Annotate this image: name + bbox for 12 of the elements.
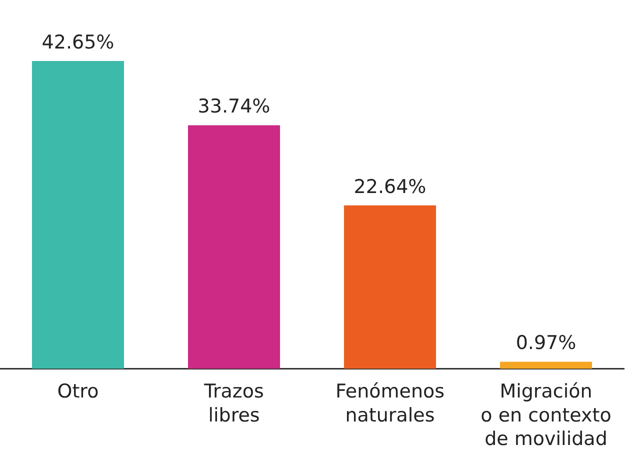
- data-label: 22.64%: [354, 176, 426, 198]
- data-label: 33.74%: [198, 96, 270, 118]
- bar: [344, 205, 436, 369]
- x-tick-label: Migración o en contexto de movilidad: [480, 380, 612, 450]
- data-label: 0.97%: [516, 332, 576, 354]
- bar: [188, 125, 280, 369]
- data-label: 42.65%: [42, 31, 114, 54]
- x-tick-label: Fenómenos naturales: [335, 380, 445, 426]
- bar: [32, 60, 124, 369]
- x-tick-label: Trazos libres: [203, 380, 264, 426]
- x-tick-label: Otro: [57, 380, 99, 403]
- bar: [500, 362, 592, 369]
